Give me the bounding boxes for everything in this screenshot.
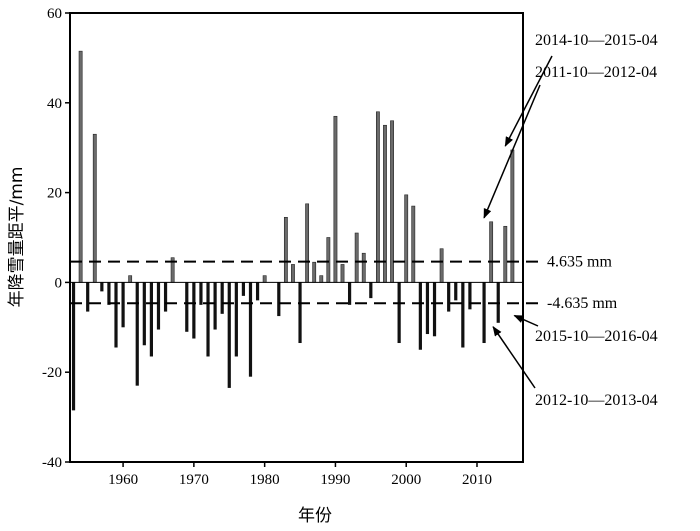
bar-1997 [383, 124, 387, 283]
bar-1979 [255, 282, 260, 301]
bar-1992 [347, 282, 352, 305]
bar-1966 [163, 282, 168, 312]
bar-1993 [354, 232, 359, 283]
bar-series [71, 50, 515, 411]
bar-1961 [128, 275, 133, 283]
x-tick-label: 1980 [250, 472, 280, 488]
x-tick-label: 1970 [179, 472, 209, 488]
x-axis-title: 年份 [298, 506, 332, 526]
annotation-label-1: 2014-10—2015-04 [535, 32, 658, 49]
x-tick-label: 2010 [462, 472, 492, 488]
bar-1957 [100, 282, 104, 292]
bar-1989 [326, 237, 331, 283]
bar-1998 [390, 120, 394, 283]
bar-1974 [220, 282, 224, 314]
bar-1970 [192, 282, 196, 339]
bar-1971 [199, 282, 203, 305]
bar-1976 [234, 282, 238, 357]
bar-1987 [312, 261, 317, 283]
bar-1964 [149, 282, 153, 357]
annotations: 2014-10—2015-04 2011-10—2012-04 2015-10—20… [483, 32, 658, 409]
bar-2004 [432, 282, 437, 337]
bar-2007 [454, 282, 458, 301]
bar-1986 [305, 203, 310, 283]
bar-1965 [156, 282, 161, 330]
annotation-arrow-2 [483, 84, 541, 219]
bar-2000 [404, 194, 409, 283]
bar-1988 [319, 275, 324, 283]
bar-1972 [206, 282, 210, 357]
bar-1969 [185, 282, 189, 332]
axes [69, 12, 524, 463]
bar-1983 [283, 216, 288, 283]
bar-1984 [291, 264, 295, 283]
bar-1955 [86, 282, 90, 312]
bar-1953 [71, 282, 76, 411]
bar-1999 [397, 282, 401, 344]
y-tick-label: 20 [47, 186, 62, 202]
bar-1982 [277, 282, 281, 317]
bar-1956 [92, 133, 97, 283]
annotation-arrow-4 [492, 325, 536, 389]
bar-1996 [375, 111, 380, 283]
axis-ticks: -40 -20 0 20 40 60 1960 1970 1980 1990 2000 2010 [42, 6, 492, 488]
bar-2011 [482, 282, 486, 344]
bar-1991 [340, 264, 345, 283]
bar-1954 [78, 50, 83, 283]
bar-2002 [418, 282, 422, 350]
y-tick-label: 0 [55, 275, 63, 291]
bar-1978 [248, 282, 253, 377]
annotation-label-3: 2015-10—2016-04 [535, 328, 658, 345]
bar-1980 [262, 275, 267, 283]
bar-2008 [461, 282, 465, 348]
bar-1994 [361, 252, 366, 283]
y-axis-title: 年降雪量距平/mm [7, 167, 27, 308]
bar-2014 [503, 225, 508, 283]
bar-1995 [369, 282, 373, 299]
bar-2006 [447, 282, 451, 312]
annotation-label-2: 2011-10—2012-04 [535, 64, 657, 81]
reference-lines: 4.635 mm -4.635 mm [70, 254, 618, 312]
bar-2005 [439, 248, 444, 283]
y-tick-label: 60 [47, 6, 62, 22]
annotation-arrow-1 [504, 55, 553, 147]
bar-1963 [142, 282, 146, 346]
bar-1958 [107, 282, 111, 305]
x-tick-label: 2000 [391, 472, 421, 488]
bar-1977 [241, 282, 246, 296]
bar-1959 [114, 282, 118, 348]
bar-1985 [298, 282, 302, 344]
plot-frame [69, 12, 524, 463]
annotation-arrow-3 [513, 314, 539, 327]
x-tick-label: 1960 [108, 472, 138, 488]
bar-2001 [411, 205, 416, 283]
annotation-label-4: 2012-10—2013-04 [535, 392, 658, 409]
bar-2012 [489, 221, 494, 283]
bar-2003 [425, 282, 430, 335]
reference-label-positive: 4.635 mm [547, 254, 612, 271]
bar-1973 [213, 282, 217, 330]
bar-1960 [121, 282, 125, 328]
reference-label-negative: -4.635 mm [547, 295, 618, 312]
bar-1962 [135, 282, 139, 386]
y-tick-label: -40 [42, 455, 62, 471]
bar-1990 [333, 115, 338, 283]
bar-1975 [227, 282, 231, 388]
y-tick-label: -20 [42, 365, 62, 381]
bar-2009 [468, 282, 472, 310]
x-tick-label: 1990 [320, 472, 350, 488]
y-tick-label: 40 [47, 96, 62, 112]
